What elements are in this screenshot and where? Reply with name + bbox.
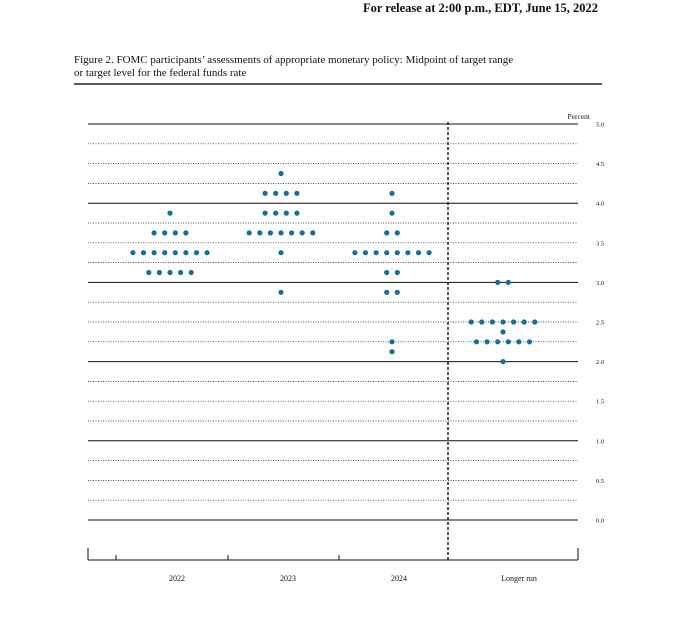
- dot: [389, 210, 395, 216]
- y-tick-label: 4.5: [596, 161, 604, 168]
- dot: [188, 269, 194, 276]
- dot: [495, 339, 501, 345]
- dot: [532, 319, 538, 325]
- dot: [310, 230, 316, 236]
- dot: [426, 250, 432, 256]
- y-axis-label: Percent: [568, 112, 591, 121]
- dot: [146, 269, 152, 276]
- dot: [151, 230, 157, 236]
- dot: [479, 319, 485, 325]
- dot: [389, 190, 395, 196]
- dot: [273, 210, 279, 216]
- dot: [415, 250, 422, 256]
- dot: [389, 349, 395, 355]
- chart-title: or target level for the federal funds ra…: [74, 67, 246, 79]
- dot: [246, 230, 252, 236]
- dot: [162, 250, 168, 256]
- dot: [278, 230, 284, 236]
- dot: [384, 250, 390, 256]
- dot: [193, 250, 200, 256]
- dot: [289, 230, 295, 236]
- x-tick-label: 2024: [391, 574, 407, 583]
- dot: [489, 319, 495, 325]
- dot: [204, 250, 210, 256]
- dot: [262, 190, 268, 196]
- dot: [505, 339, 511, 345]
- dot: [389, 339, 395, 345]
- y-tick-label: 3.0: [596, 280, 604, 287]
- dot: [172, 250, 178, 256]
- dot: [162, 230, 168, 236]
- dot: [516, 339, 522, 345]
- dot: [394, 289, 400, 295]
- dot: [283, 190, 289, 196]
- y-tick-label: 5.0: [596, 122, 604, 129]
- dot: [156, 269, 162, 276]
- dot: [505, 279, 511, 285]
- dot: [405, 250, 411, 256]
- x-tick-label: 2022: [169, 574, 185, 583]
- dot: [183, 230, 189, 236]
- y-tick-label: 1.0: [596, 438, 604, 445]
- dot: [267, 230, 273, 236]
- release-note: For release at 2:00 p.m., EDT, June 15, …: [363, 1, 598, 15]
- y-tick-label: 3.5: [596, 240, 604, 247]
- dot: [294, 190, 300, 196]
- dot: [167, 269, 173, 276]
- dot: [510, 319, 517, 325]
- dot: [521, 319, 527, 325]
- dot: [500, 329, 506, 335]
- dot: [130, 250, 136, 256]
- dot: [384, 269, 390, 276]
- dot: [262, 210, 268, 216]
- dot: [151, 250, 157, 256]
- dot: [257, 230, 263, 236]
- dot: [278, 250, 284, 256]
- y-tick-label: 4.0: [596, 201, 604, 208]
- y-tick-label: 0.5: [596, 478, 604, 485]
- dot: [362, 250, 369, 256]
- dot: [283, 210, 289, 216]
- y-tick-label: 2.5: [596, 320, 604, 327]
- dot: [352, 250, 358, 256]
- dot: [394, 250, 400, 256]
- dot: [394, 230, 400, 236]
- dot: [294, 210, 300, 216]
- dot: [140, 250, 147, 256]
- dot: [394, 269, 400, 276]
- dot: [384, 230, 390, 236]
- x-tick-label: 2023: [280, 574, 296, 583]
- dot: [373, 250, 379, 256]
- dot: [299, 230, 305, 236]
- dot: [273, 190, 279, 196]
- dot: [278, 289, 284, 295]
- dot: [484, 339, 490, 345]
- x-tick-label: Longer run: [501, 574, 537, 583]
- dot: [178, 269, 184, 276]
- bottom-axis: [87, 548, 579, 561]
- y-tick-label: 1.5: [596, 399, 604, 406]
- dot: [172, 230, 178, 236]
- dot: [278, 170, 284, 177]
- dot: [384, 289, 390, 295]
- y-tick-label: 0.0: [596, 518, 604, 525]
- chart-title: Figure 2. FOMC participants’ assessments…: [74, 54, 513, 66]
- dot: [495, 279, 501, 285]
- dot: [167, 210, 173, 216]
- dot: [468, 319, 474, 325]
- dot: [473, 339, 480, 345]
- dot: [500, 359, 506, 365]
- y-tick-label: 2.0: [596, 359, 604, 366]
- dot: [183, 250, 189, 256]
- dot: [526, 339, 533, 345]
- dot: [500, 319, 506, 325]
